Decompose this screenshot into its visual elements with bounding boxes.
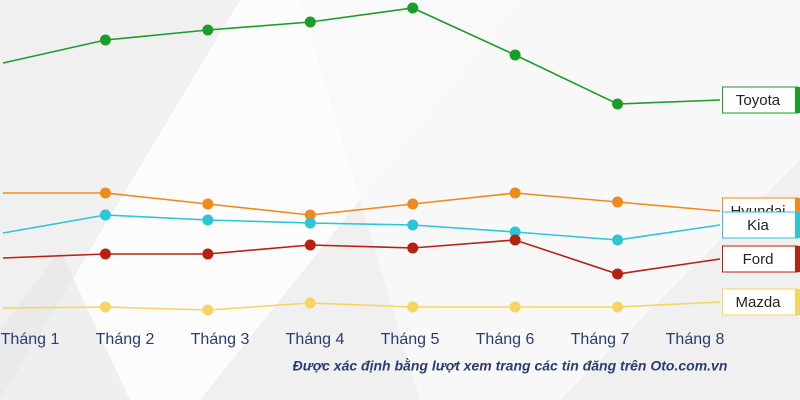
legend-swatch <box>795 246 800 272</box>
point <box>509 234 521 246</box>
point <box>304 239 316 251</box>
point <box>509 49 521 61</box>
x-tick-label: Tháng 3 <box>191 331 250 348</box>
legend-label: Kia <box>747 217 769 234</box>
point <box>509 301 521 313</box>
point <box>202 24 214 36</box>
point <box>612 301 624 313</box>
series-line <box>2 214 721 241</box>
point <box>612 268 624 280</box>
series-line <box>2 7 721 105</box>
x-tick-label: Tháng 7 <box>571 331 630 348</box>
point <box>407 219 419 231</box>
legend-item: Toyota <box>722 86 800 114</box>
legend-item: Kia <box>722 211 800 239</box>
point <box>407 301 419 313</box>
point <box>202 198 214 210</box>
point <box>509 226 521 238</box>
point <box>612 234 624 246</box>
legend-item: Mazda <box>722 288 800 316</box>
point <box>304 297 316 309</box>
legend-swatch <box>795 198 800 224</box>
legend-swatch <box>795 212 800 238</box>
point <box>612 98 624 110</box>
background-shape <box>0 250 130 400</box>
background-shape <box>300 0 800 400</box>
point <box>99 248 111 260</box>
point <box>612 196 624 208</box>
legend-label: Toyota <box>736 92 781 109</box>
plot <box>2 2 721 316</box>
point <box>304 209 316 221</box>
legend-swatch <box>795 87 800 113</box>
legend-box <box>722 86 798 114</box>
point <box>99 34 111 46</box>
point <box>407 2 419 14</box>
x-tick-label: Tháng 8 <box>666 331 725 348</box>
x-tick-label: Tháng 2 <box>96 331 155 348</box>
legend-swatch <box>795 289 800 315</box>
legend-label: Mazda <box>735 294 781 311</box>
point <box>99 187 111 199</box>
legend-box <box>722 211 798 239</box>
point <box>407 198 419 210</box>
point <box>99 301 111 313</box>
series-line <box>2 239 721 275</box>
series-line <box>3 192 721 216</box>
point <box>202 214 214 226</box>
point <box>304 217 316 229</box>
point <box>202 304 214 316</box>
legend-box <box>722 245 798 273</box>
legend-label: Ford <box>743 251 774 268</box>
point <box>202 248 214 260</box>
x-tick-label: Tháng 1 <box>1 331 60 348</box>
note: Được xác định bằng lượt xem trang các ti… <box>293 357 728 374</box>
point <box>304 16 316 28</box>
legend-item: Ford <box>722 245 800 273</box>
point <box>99 209 111 221</box>
x-tick-label: Tháng 5 <box>381 331 440 348</box>
series-line <box>2 301 721 311</box>
x-tick-label: Tháng 4 <box>286 331 345 348</box>
point <box>407 242 419 254</box>
point <box>509 187 521 199</box>
x-tick-label: Tháng 6 <box>476 331 535 348</box>
legend-box <box>722 288 798 316</box>
